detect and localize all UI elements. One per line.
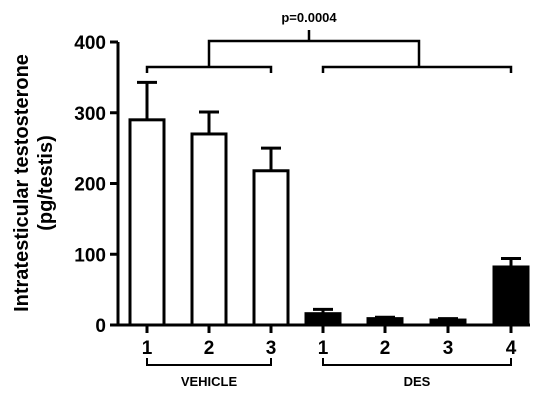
- y-tick-label: 300: [74, 104, 106, 125]
- group-label-vehicle: VEHICLE: [181, 374, 238, 389]
- bar-vehicle-1: [128, 118, 166, 327]
- p-value-annotation: p=0.0004: [281, 10, 337, 25]
- x-tick-label: 3: [443, 338, 454, 359]
- bar-des-4: [492, 265, 530, 327]
- group-bracket: [146, 358, 272, 366]
- x-tick-label: 3: [266, 338, 277, 359]
- bar-des-1: [304, 312, 342, 327]
- bar-des-2: [366, 317, 404, 327]
- x-tick-label: 1: [142, 338, 153, 359]
- comparison-bracket: [207, 39, 421, 67]
- bar-vehicle-3: [252, 169, 290, 327]
- x-tick-label: 1: [318, 338, 329, 359]
- y-tick-label: 400: [74, 33, 106, 54]
- labels: 1 2 3 1 2 3 4 VEHICLE DES p=0.0004: [142, 10, 517, 389]
- group-label-des: DES: [404, 374, 431, 389]
- y-axis-unit: (pg/testis): [35, 135, 57, 231]
- significance-brackets: [145, 30, 513, 366]
- group-bracket: [322, 358, 512, 366]
- y-tick-label: 100: [74, 245, 106, 266]
- y-tick-label: 0: [95, 316, 106, 337]
- x-tick-label: 2: [380, 338, 391, 359]
- bars: [128, 80, 530, 327]
- axes: 0 100 200 300 400 Intratesticular testosteron…: [11, 33, 530, 337]
- bar-vehicle-2: [190, 132, 228, 327]
- y-tick-label: 200: [74, 175, 106, 196]
- x-tick-label: 2: [204, 338, 215, 359]
- vehicle-sig-bracket: [145, 65, 273, 73]
- x-tick-label: 4: [506, 338, 517, 359]
- bar-des-3: [429, 318, 467, 327]
- des-sig-bracket: [321, 65, 513, 73]
- y-axis-title: Intratesticular testosterone: [11, 54, 33, 312]
